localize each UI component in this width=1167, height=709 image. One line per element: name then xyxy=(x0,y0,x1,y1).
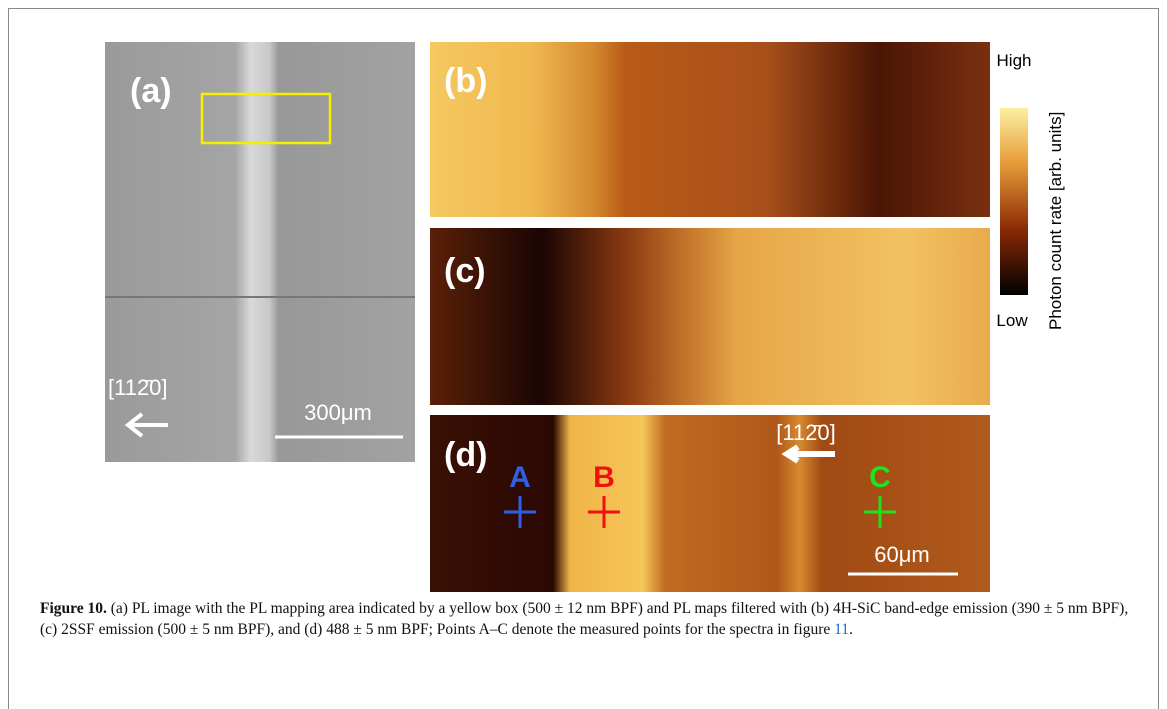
panel-label: (a) xyxy=(130,72,172,110)
direction-label: [112̄0] xyxy=(108,375,168,400)
panel-label: (b) xyxy=(444,62,487,100)
scale-label: 60μm xyxy=(874,542,929,567)
point-label: B xyxy=(593,461,615,494)
panel-label: (c) xyxy=(444,252,486,290)
caption-end: . xyxy=(849,621,853,638)
panel-label: (d) xyxy=(444,436,487,474)
point-label: A xyxy=(509,461,531,494)
pl-map xyxy=(430,42,990,217)
colorbar xyxy=(1000,108,1028,295)
figure-ref[interactable]: 11 xyxy=(834,621,849,638)
caption: Figure 10. (a) PL image with the PL mapp… xyxy=(40,598,1130,640)
caption-label: Figure 10. xyxy=(40,600,107,617)
figure: (a) [112̄0] 300μm (b) (c) (d) [112̄0] A … xyxy=(0,0,1167,600)
scale-label: 300μm xyxy=(304,400,372,425)
colorbar-low: Low xyxy=(996,311,1028,330)
colorbar-title: Photon count rate [arb. units] xyxy=(1046,112,1065,330)
caption-text: (a) PL image with the PL mapping area in… xyxy=(40,600,1128,638)
pl-map xyxy=(430,228,990,405)
point-label: C xyxy=(869,461,891,494)
direction-label: [112̄0] xyxy=(776,420,836,445)
colorbar-high: High xyxy=(997,51,1032,70)
